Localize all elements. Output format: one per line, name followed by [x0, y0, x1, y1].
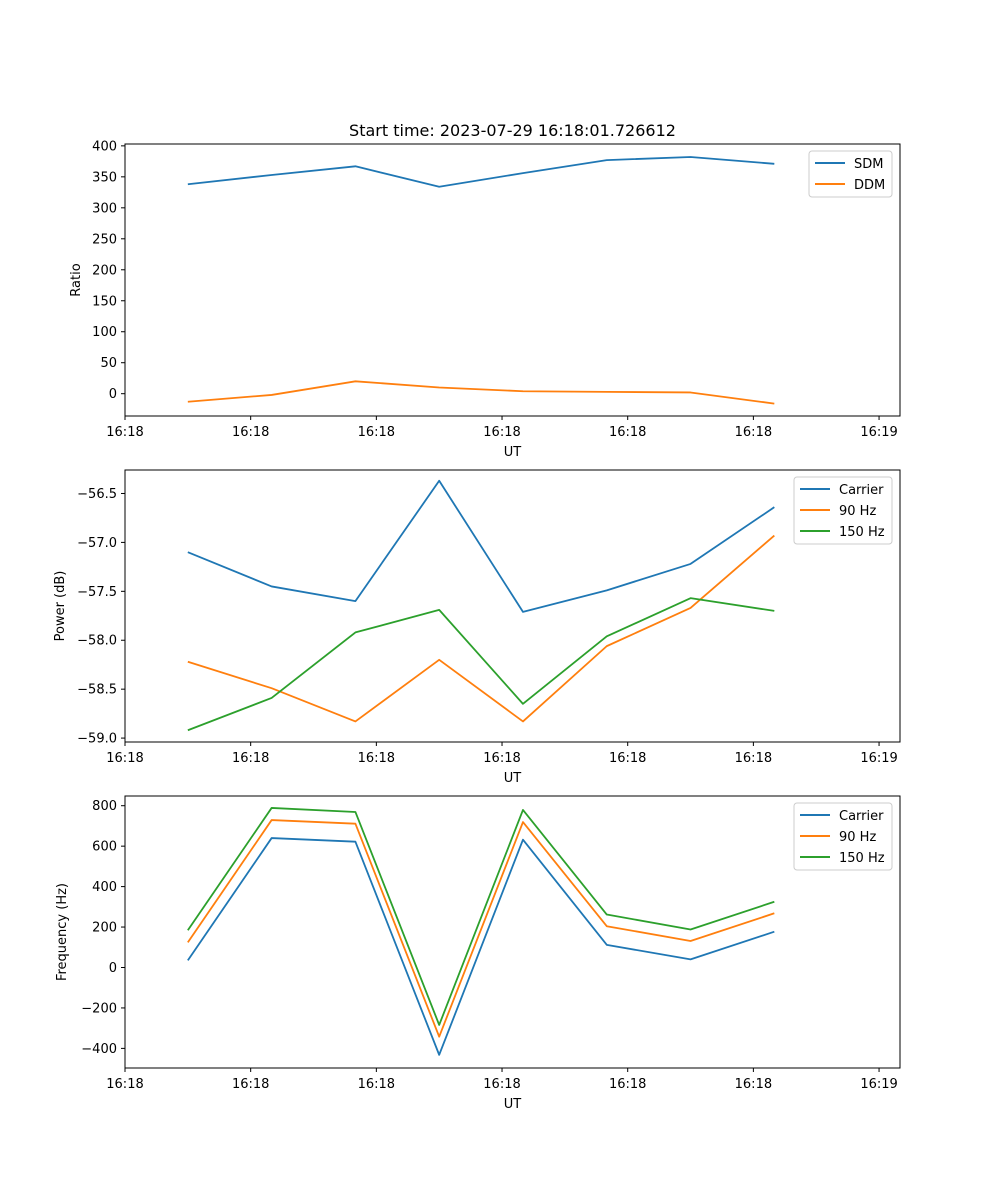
frequency-plot-area: 16:18 16:18 16:18 16:18 16:18 16:18 16:19 −400 −… [81, 795, 901, 1092]
y-tick-label: 50 [100, 356, 117, 371]
x-tick-label: 16:18 [358, 751, 395, 766]
chart-title: Start time: 2023-07-29 16:18:01.726612 [349, 121, 676, 140]
y-tick-label: −59.0 [77, 732, 117, 747]
legend-entry-sdm: SDM [854, 157, 883, 172]
series-line-ddm [187, 380, 775, 405]
legend-frame [793, 476, 893, 545]
x-tick-label: 16:18 [106, 425, 143, 440]
y-axis-label: Power (dB) [53, 571, 68, 642]
legend-entry-150hz: 150 Hz [839, 851, 885, 866]
x-tick-label: 16:18 [358, 425, 395, 440]
y-tick-label: 200 [92, 921, 117, 936]
x-tick-label: 16:18 [232, 425, 269, 440]
y-tick-label: −58.0 [77, 634, 117, 649]
x-tick-label: 16:19 [860, 425, 897, 440]
x-axis-label: UT [504, 1097, 522, 1112]
legend-entry-90hz: 90 Hz [839, 504, 876, 519]
y-tick-label: −200 [81, 1001, 117, 1016]
y-tick-label: 400 [92, 880, 117, 895]
x-tick-label: 16:18 [106, 751, 143, 766]
x-tick-label: 16:18 [735, 1077, 772, 1092]
y-tick-label: 400 [92, 139, 117, 154]
x-tick-label: 16:18 [358, 1077, 395, 1092]
x-tick-label: 16:18 [609, 751, 646, 766]
y-tick-label: 0 [109, 387, 117, 402]
y-tick-label: 250 [92, 232, 117, 247]
y-tick-label: −58.5 [77, 683, 117, 698]
y-tick-label: 100 [92, 325, 117, 340]
series-line-sdm [187, 156, 775, 188]
y-tick-label: 150 [92, 294, 117, 309]
y-tick-label: −57.5 [77, 585, 117, 600]
x-tick-label: 16:18 [483, 1077, 520, 1092]
legend-entry-carrier: Carrier [839, 809, 884, 824]
legend: Carrier 90 Hz 150 Hz [793, 476, 893, 545]
y-tick-label: −400 [81, 1042, 117, 1057]
y-tick-label: 600 [92, 840, 117, 855]
x-tick-label: 16:18 [232, 751, 269, 766]
y-tick-label: −57.0 [77, 536, 117, 551]
series-line-150-hz [187, 807, 775, 1026]
x-tick-label: 16:19 [860, 751, 897, 766]
axes-frame [124, 469, 901, 743]
frequency-panel: UT Frequency (Hz) 16:18 16:18 16:18 16:18 16… [55, 795, 901, 1112]
y-tick-label: 0 [109, 961, 117, 976]
ratio-plot-area: 16:18 16:18 16:18 16:18 16:18 16:18 16:19 0 50 10… [92, 139, 901, 440]
axes-frame [124, 143, 901, 417]
x-tick-label: 16:18 [609, 1077, 646, 1092]
y-axis-label: Frequency (Hz) [55, 883, 70, 981]
series-line-carrier [187, 837, 775, 1056]
series-line-90-hz [187, 819, 775, 1038]
ratio-panel: Start time: 2023-07-29 16:18:01.726612 U… [69, 121, 901, 460]
y-tick-label: 200 [92, 263, 117, 278]
legend-entry-carrier: Carrier [839, 483, 884, 498]
axes-frame [124, 795, 901, 1069]
y-tick-label: 350 [92, 170, 117, 185]
series-line-carrier [187, 479, 775, 613]
series-line-150-hz [187, 597, 775, 732]
x-tick-label: 16:18 [735, 751, 772, 766]
legend-entry-150hz: 150 Hz [839, 525, 885, 540]
x-axis-label: UT [504, 771, 522, 786]
x-tick-label: 16:18 [483, 425, 520, 440]
x-tick-label: 16:18 [106, 1077, 143, 1092]
x-tick-label: 16:19 [860, 1077, 897, 1092]
y-tick-label: 300 [92, 201, 117, 216]
power-plot-area: 16:18 16:18 16:18 16:18 16:18 16:18 16:19 −59.0… [77, 469, 901, 766]
y-tick-label: −56.5 [77, 487, 117, 502]
x-axis-label: UT [504, 445, 522, 460]
series-line-90-hz [187, 534, 775, 723]
y-axis-label: Ratio [69, 263, 84, 296]
power-panel: UT Power (dB) 16:18 16:18 16:18 16:18 16:18 1… [53, 469, 901, 786]
x-tick-label: 16:18 [735, 425, 772, 440]
legend: Carrier 90 Hz 150 Hz [793, 802, 893, 871]
legend-entry-ddm: DDM [854, 178, 885, 193]
legend-frame [793, 802, 893, 871]
x-tick-label: 16:18 [483, 751, 520, 766]
legend: SDM DDM [808, 150, 893, 198]
legend-entry-90hz: 90 Hz [839, 830, 876, 845]
x-tick-label: 16:18 [232, 1077, 269, 1092]
y-tick-label: 800 [92, 799, 117, 814]
x-tick-label: 16:18 [609, 425, 646, 440]
